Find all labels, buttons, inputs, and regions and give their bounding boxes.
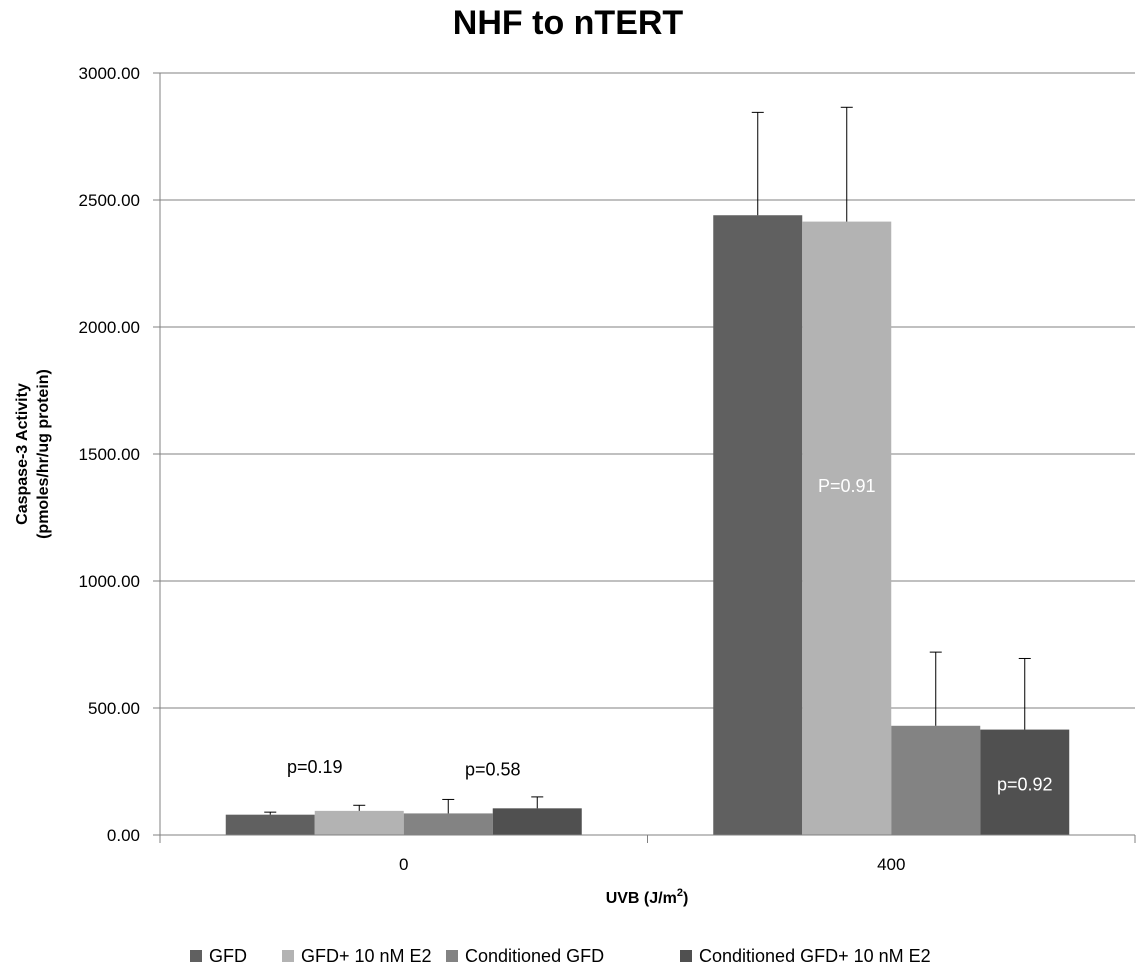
bars bbox=[225, 215, 1070, 836]
legend-label: Conditioned GFD+ 10 nM E2 bbox=[699, 946, 931, 966]
y-tick-label: 2500.00 bbox=[79, 191, 140, 210]
legend-label: Conditioned GFD bbox=[465, 946, 604, 966]
x-axis: 0 400 bbox=[159, 834, 1136, 874]
legend-swatch bbox=[282, 950, 294, 962]
p-value-annotation: P=0.91 bbox=[818, 476, 876, 496]
legend: GFD GFD+ 10 nM E2 Conditioned GFD Condition… bbox=[190, 946, 931, 966]
p-value-annotation: p=0.92 bbox=[997, 775, 1053, 795]
legend-label: GFD bbox=[209, 946, 247, 966]
y-axis-ticks: 0.00 500.00 1000.00 1500.00 2000.00 2500.00 30… bbox=[79, 64, 140, 845]
legend-swatch bbox=[190, 950, 202, 962]
y-axis-label-line1: Caspase-3 Activity bbox=[14, 383, 31, 525]
y-tick-label: 1000.00 bbox=[79, 572, 140, 591]
p-value-annotation: p=0.19 bbox=[287, 757, 343, 777]
bar bbox=[891, 725, 981, 835]
y-axis-label-2: (pmoles/hr/ug protein) bbox=[35, 369, 52, 539]
legend-swatch bbox=[680, 950, 692, 962]
bar bbox=[314, 810, 404, 835]
bar bbox=[980, 729, 1070, 835]
y-tick-label: 2000.00 bbox=[79, 318, 140, 337]
bar bbox=[403, 813, 493, 835]
bar bbox=[802, 221, 892, 836]
bar bbox=[225, 814, 315, 835]
y-tick-label: 500.00 bbox=[88, 699, 140, 718]
x-axis-label: UVB (J/m2) bbox=[606, 887, 689, 907]
gridlines bbox=[153, 72, 1135, 836]
annotations: p=0.19 p=0.58 P=0.91 p=0.92 bbox=[287, 476, 1053, 794]
x-tick-label: 400 bbox=[877, 855, 905, 874]
p-value-annotation: p=0.58 bbox=[465, 759, 521, 779]
legend-label: GFD+ 10 nM E2 bbox=[301, 946, 432, 966]
bar bbox=[492, 808, 582, 835]
x-tick-label: 0 bbox=[399, 855, 408, 874]
bar bbox=[713, 215, 803, 836]
y-axis-label-line2: (pmoles/hr/ug protein) bbox=[35, 369, 52, 539]
y-axis-label: Caspase-3 Activity bbox=[14, 383, 31, 525]
y-tick-label: 3000.00 bbox=[79, 64, 140, 83]
legend-swatch bbox=[446, 950, 458, 962]
x-axis-label-superscript: 2 bbox=[677, 887, 683, 899]
y-tick-label: 1500.00 bbox=[79, 445, 140, 464]
error-bars bbox=[264, 106, 1031, 815]
chart-title: NHF to nTERT bbox=[453, 4, 684, 42]
y-tick-label: 0.00 bbox=[107, 826, 140, 845]
